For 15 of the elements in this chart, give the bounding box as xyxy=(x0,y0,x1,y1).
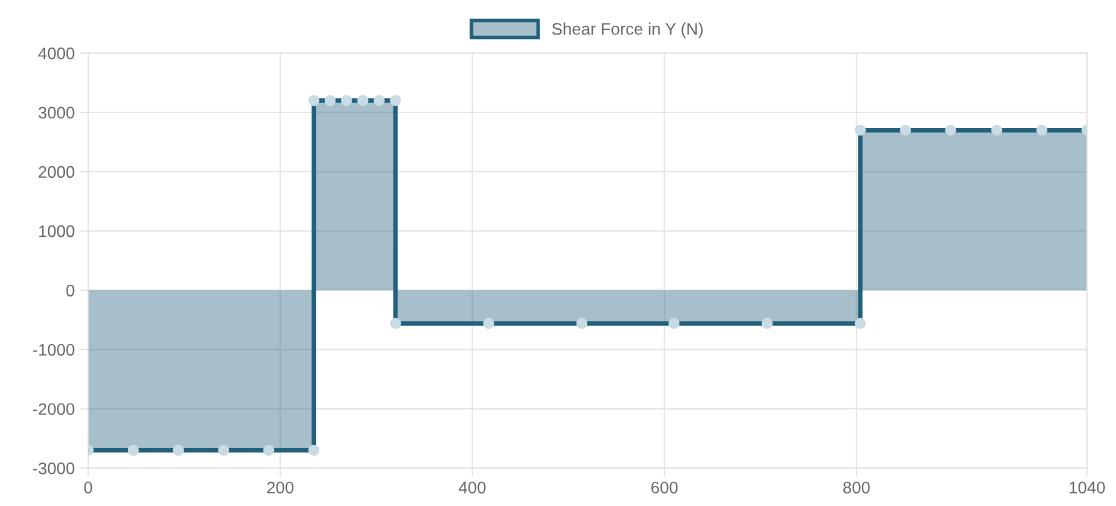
x-tick-label: 400 xyxy=(458,481,486,494)
y-tick-label: -3000 xyxy=(33,462,75,475)
x-tick-label: 200 xyxy=(267,481,294,494)
y-tick-label: 2000 xyxy=(38,166,75,178)
y-tick-label: 3000 xyxy=(38,106,75,119)
y-tick-label: 4000 xyxy=(38,47,75,60)
y-tick-label: 1000 xyxy=(39,225,75,238)
x-tick-label: 800 xyxy=(843,481,870,494)
legend-label: Shear Force in Y (N) xyxy=(552,22,703,39)
x-tick-label: 600 xyxy=(651,481,678,494)
y-tick-label: 0 xyxy=(66,284,75,297)
y-tick-label: -2000 xyxy=(33,403,75,415)
x-tick-label: 0 xyxy=(84,481,93,494)
x-tick-label: 1040 xyxy=(1069,481,1105,494)
y-tick-label: -1000 xyxy=(33,343,75,356)
